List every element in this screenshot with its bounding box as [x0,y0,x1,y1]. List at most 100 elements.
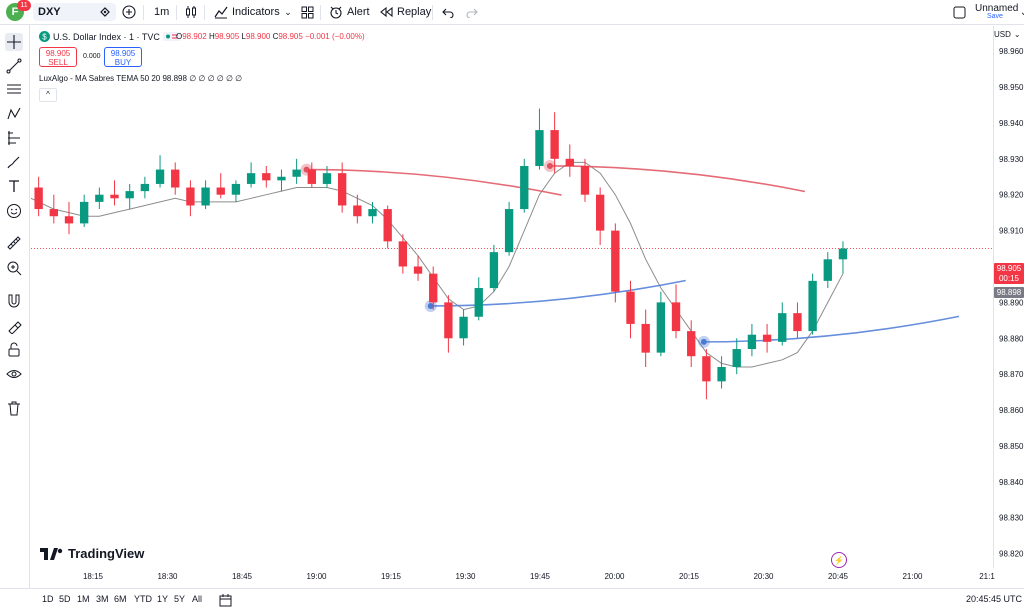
time-tick-label: 20:15 [679,572,700,581]
candle-body [337,173,347,206]
price-tick-label: 98.880 [999,334,1024,343]
candle-body [262,173,271,181]
price-tick-label: 98.930 [999,155,1024,164]
timeframe-button[interactable]: 1m [154,6,170,18]
price-chart[interactable] [19,26,993,568]
sell-button[interactable]: 98.905 SELL [39,47,77,67]
candle-body [292,169,301,177]
range-button-3m[interactable]: 3M [96,594,109,604]
time-tick-label: 19:00 [306,572,327,581]
candle-body [140,183,150,192]
divider [176,5,177,20]
unlock-icon[interactable] [5,341,23,359]
pattern-icon[interactable] [5,105,23,123]
candles-icon[interactable] [183,4,199,20]
compare-icon[interactable] [99,6,111,18]
replay-icon[interactable] [378,4,394,20]
chevron-down-icon[interactable]: ⌄ [1019,6,1024,18]
chevron-down-icon[interactable]: ⌄ [284,6,292,17]
candle-body [793,313,802,332]
range-button-ytd[interactable]: YTD [134,594,152,604]
lightning-icon[interactable]: ⚡ [831,552,847,568]
range-button-1d[interactable]: 1D [42,594,54,604]
text-icon[interactable] [5,177,23,195]
ohlc-values: O98.902 H98.905 L98.900 C98.905 −0.001 (… [176,32,365,41]
divider [432,5,433,20]
chart-pane[interactable] [19,26,993,568]
symbol-title: U.S. Dollar Index · 1 · TVC [53,31,160,42]
utc-clock[interactable]: 20:45:45 UTC [966,594,1023,604]
calendar-icon[interactable] [217,592,233,608]
zoom-in-icon[interactable] [5,259,23,277]
eye-icon[interactable] [5,365,23,383]
candle-body [778,313,787,342]
time-scale[interactable]: 18:15 18:30 18:45 19:00 19:15 19:30 19:45 20:00… [31,568,1024,586]
candle-body [413,266,423,274]
range-button-6m[interactable]: 6M [114,594,127,604]
drawing-toolbar [0,25,30,588]
undo-icon[interactable] [440,4,456,20]
magnet-icon[interactable] [5,292,23,310]
watermark-text: TradingView [68,546,145,561]
ruler-icon[interactable] [5,234,23,252]
range-button-5y[interactable]: 5Y [174,594,186,604]
divider [204,5,205,20]
time-tick-label: 20:00 [604,572,625,581]
add-symbol-icon[interactable] [121,4,137,20]
candle-body [246,173,256,184]
buy-button[interactable]: 98.905 BUY [104,47,142,67]
alert-button[interactable]: Alert [347,6,370,18]
low-label: L [241,32,246,41]
collapse-legend-button[interactable]: ^ [39,88,57,102]
symbol-search[interactable]: DXY [33,3,116,21]
price-tick-label: 98.920 [999,191,1024,200]
layout-icon[interactable] [951,4,967,20]
indicators-icon[interactable] [213,4,229,20]
range-button-1y[interactable]: 1Y [157,594,169,604]
symbol-legend[interactable]: $ U.S. Dollar Index · 1 · TVC [39,31,181,42]
bottom-toolbar: 1D 5D 1M 3M 6M YTD 1Y 5Y All 20:45:45 UTC [0,588,1024,610]
candle-body [687,331,696,357]
candle-body [231,183,241,195]
forecast-icon[interactable] [5,129,23,147]
emoji-icon[interactable] [5,202,23,220]
brush-icon[interactable] [5,153,23,171]
time-axis[interactable]: 18:15 18:30 18:45 19:00 19:15 19:30 19:45 20:00… [31,568,1024,586]
layout-name[interactable]: Unnamed [975,3,1019,14]
price-scale[interactable]: 98.960 98.950 98.940 98.930 98.920 98.910 98.8… [994,26,1024,568]
lock-drawing-icon[interactable] [5,317,23,335]
divider [143,5,144,20]
trend-line-icon[interactable] [5,57,23,75]
currency-selector[interactable]: USD ⌄ [994,30,1021,39]
bull-signal-dot [427,302,434,309]
market-status-icon [162,32,181,41]
range-button-all[interactable]: All [192,594,203,604]
range-button-1m[interactable]: 1M [77,594,90,604]
alarm-clock-icon[interactable] [328,4,344,20]
candle-body [808,280,817,332]
close-label: C [272,32,279,41]
layout-grid-icon[interactable] [299,4,315,20]
crosshair-icon[interactable] [5,33,23,51]
trash-icon[interactable] [5,399,23,417]
candle-body [216,187,225,195]
replay-button[interactable]: Replay [397,6,432,18]
redo-icon[interactable] [464,4,480,20]
range-button-5d[interactable]: 5D [59,594,71,604]
indicator-value: 98.898 [162,74,187,83]
save-status[interactable]: Save [987,13,1003,20]
price-axis[interactable]: 98.960 98.950 98.940 98.930 98.920 98.910 98.8… [993,26,1024,568]
symbol-label: DXY [38,6,61,18]
change-value: −0.001 (−0.00%) [305,32,365,41]
fib-retracement-icon[interactable] [5,80,23,98]
low-value: 98.900 [245,32,271,41]
indicators-button[interactable]: Indicators [232,6,280,18]
time-tick-label: 21:00 [902,572,923,581]
candle-body [565,158,574,166]
candle-body [383,209,392,242]
indicator-legend[interactable]: LuxAlgo - MA Sabres TEMA 50 20 98.898 ∅ … [39,74,242,83]
top-toolbar: F 11 DXY 1m Indicators ⌄ Alert Replay Un… [0,0,1024,25]
candle-body [110,194,119,199]
candle-body [474,288,483,317]
price-tick-label: 98.850 [999,442,1024,451]
